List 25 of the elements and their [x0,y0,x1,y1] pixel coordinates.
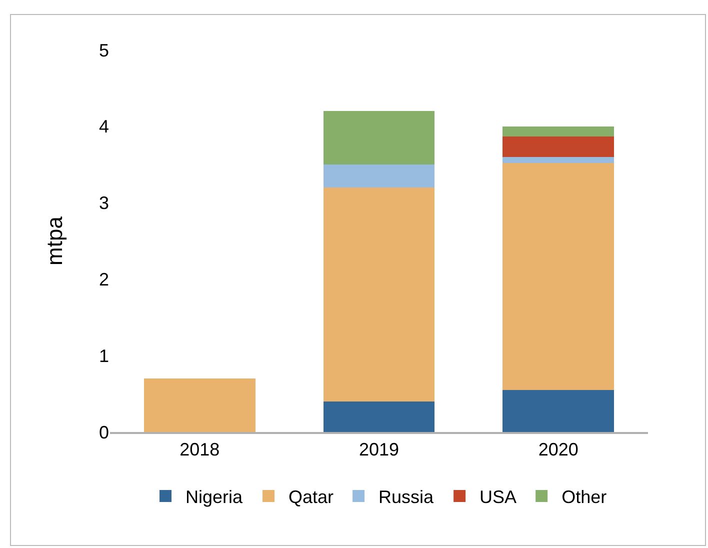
legend-label: Russia [378,487,435,508]
y-tick-label: 0 [98,422,109,442]
bar [502,163,614,390]
bar [323,401,435,432]
bar [502,156,614,164]
y-tick-label: 5 [98,40,109,60]
bar [323,188,435,402]
y-tick-label: 4 [98,116,109,137]
bar [323,111,435,165]
bar [144,378,256,432]
x-tick-label: 2019 [358,440,400,460]
y-tick-label: 1 [98,346,109,366]
bar [502,136,614,157]
x-tick-label: 2020 [538,440,578,460]
y-tick-label: 2 [98,270,109,290]
legend-label: Nigeria [186,487,244,508]
x-tick-label: 2018 [180,440,220,460]
legend-label: Other [562,487,607,508]
y-axis-title: mtpa [42,216,67,266]
y-tick-label: 3 [98,193,109,214]
bar [502,390,614,432]
legend-label: Qatar [288,487,334,508]
legend-label: USA [480,487,517,508]
bar [323,164,435,188]
bar [502,126,614,136]
